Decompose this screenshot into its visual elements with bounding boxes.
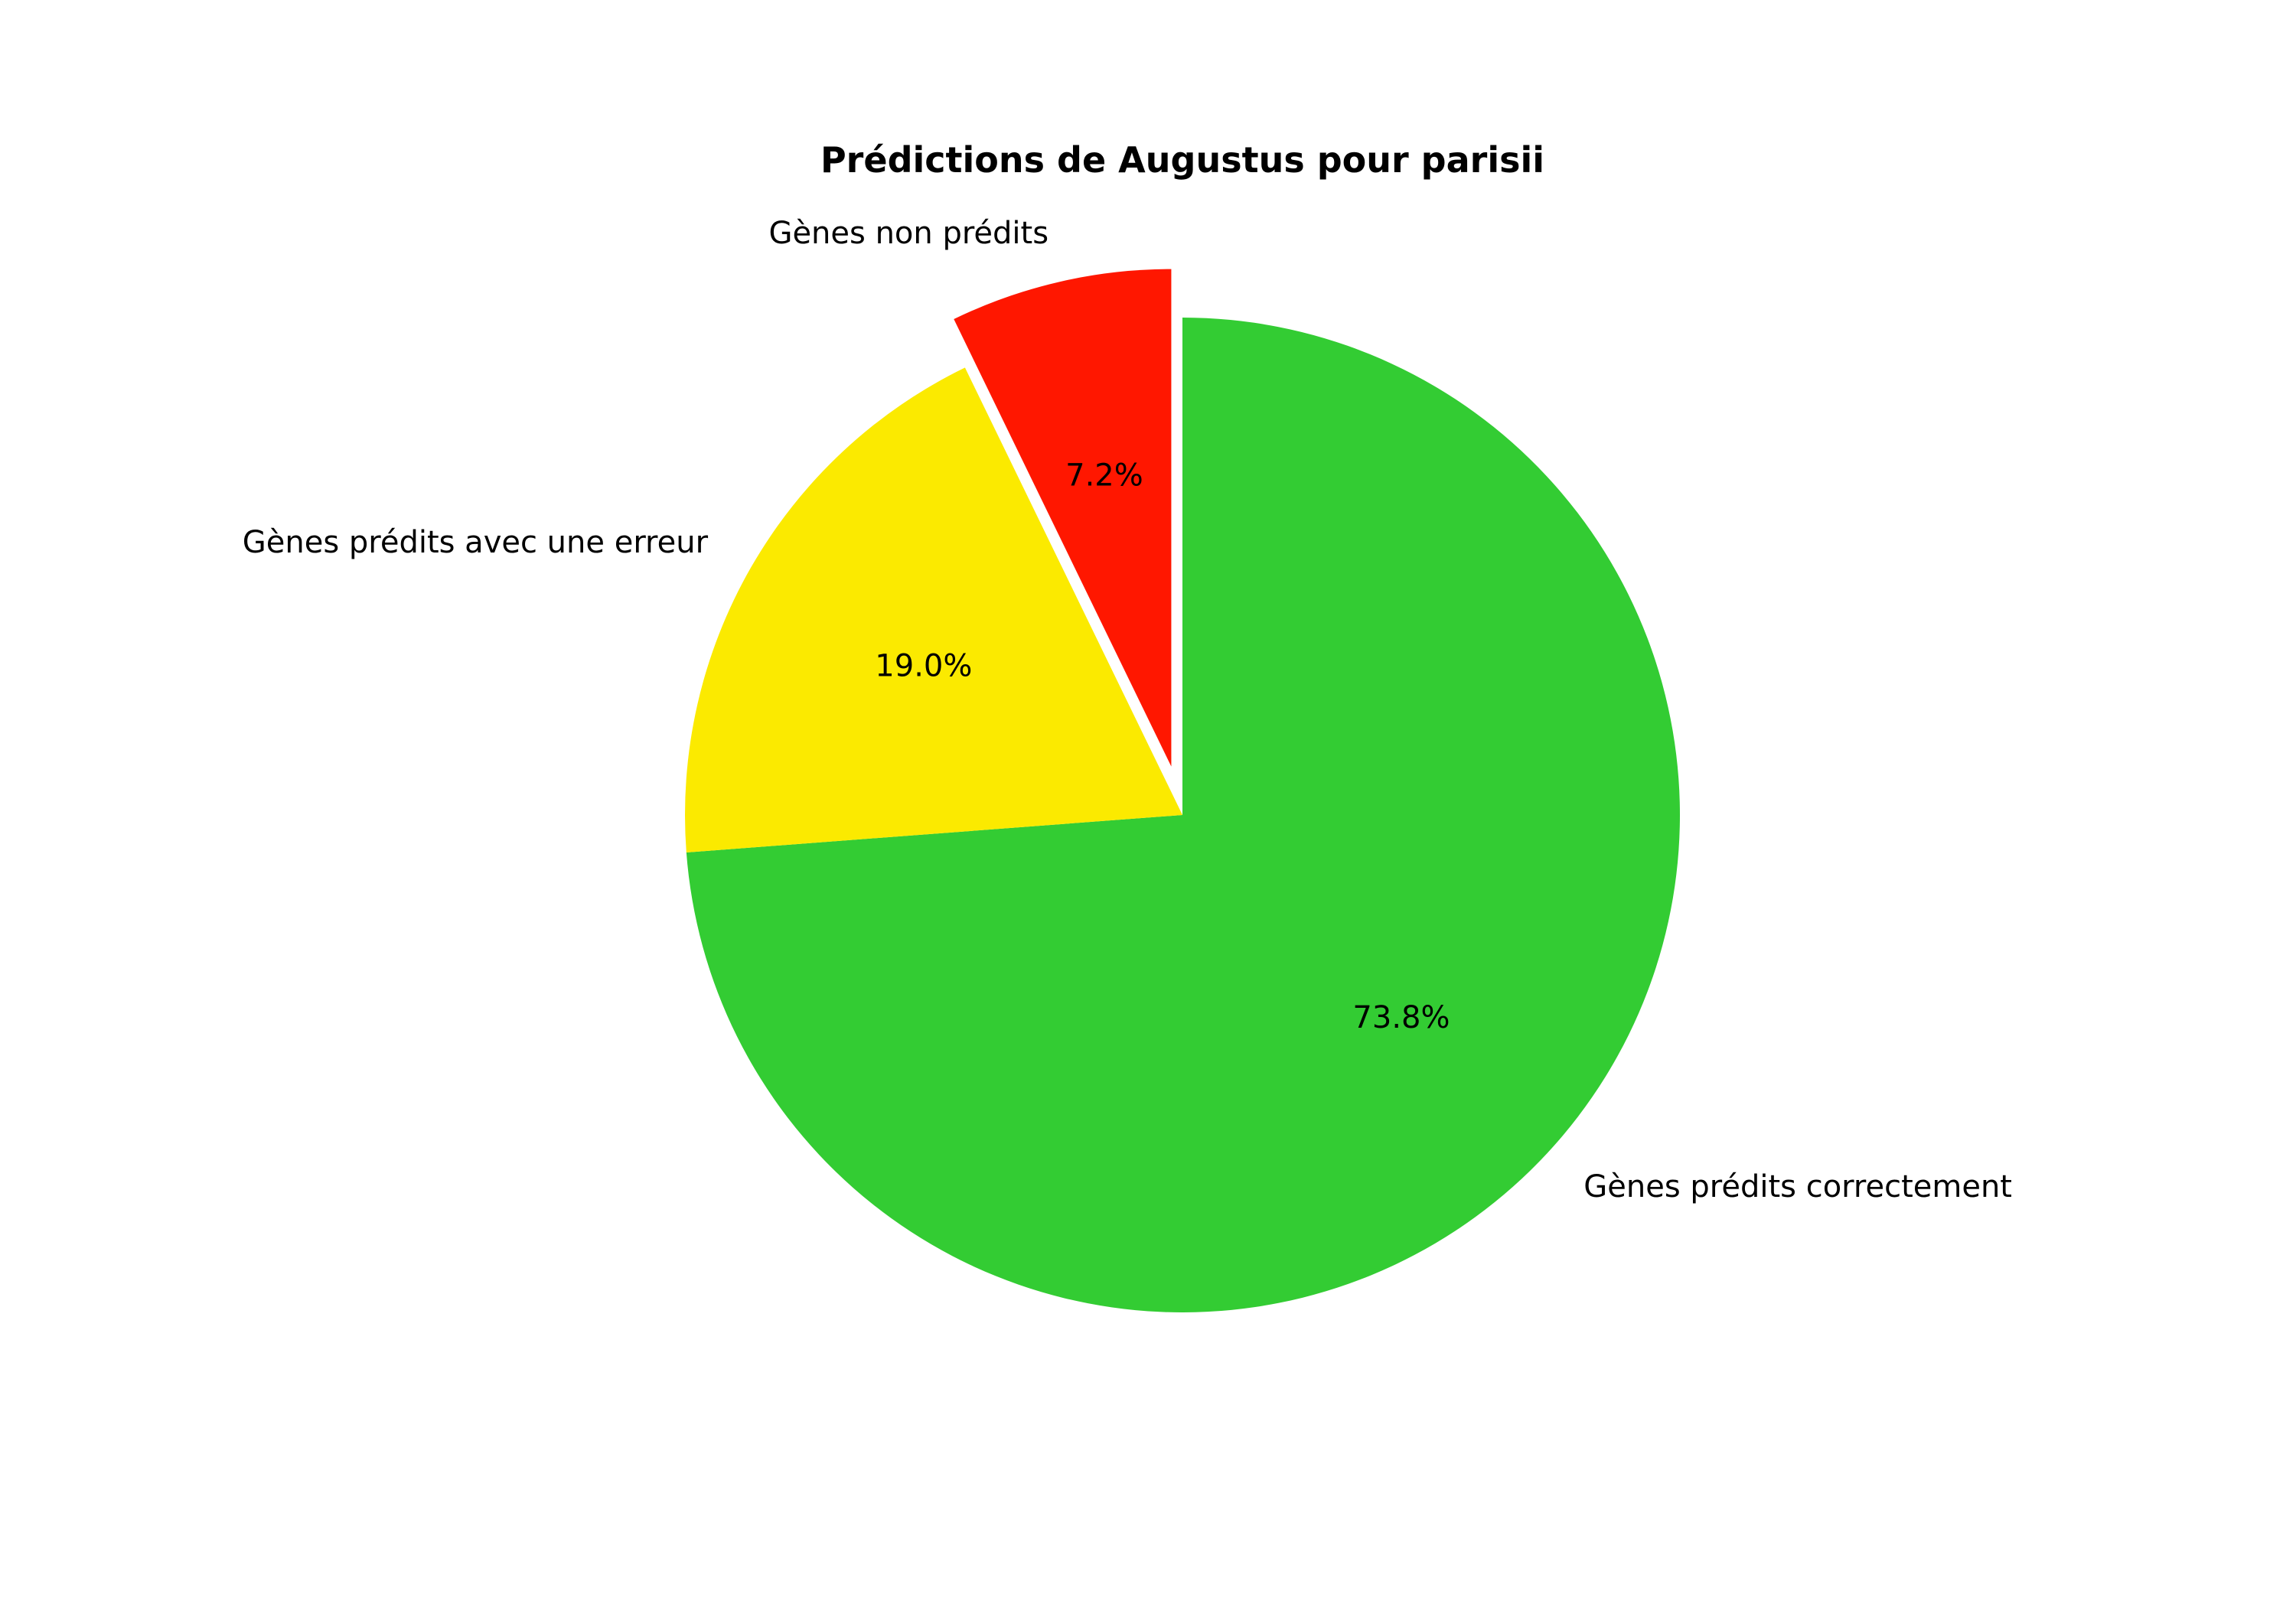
slice-label-genes-predits-avec-une-erreur: Gènes prédits avec une erreur [243, 525, 709, 560]
slice-label-genes-predits-correctement: Gènes prédits correctement [1583, 1169, 2012, 1204]
chart-title: Prédictions de Augustus pour parisii [820, 139, 1544, 181]
pie-slices [685, 269, 1681, 1312]
pie-slice-genes-predits-correctement [686, 318, 1681, 1312]
pct-label-genes-non-predits: 7.2% [1065, 458, 1143, 494]
slice-label-genes-non-predits: Gènes non prédits [768, 216, 1049, 251]
pie-slice-genes-predits-avec-une-erreur [685, 367, 1182, 852]
pie-category-labels: Gènes prédits correctement Gènes prédits … [243, 216, 2012, 1204]
pie-slice-genes-non-predits [954, 269, 1172, 767]
pct-label-genes-predits-correctement: 73.8% [1352, 1000, 1450, 1035]
pie-percentage-labels: 73.8% 19.0% 7.2% [875, 458, 1450, 1036]
pct-label-genes-predits-avec-une-erreur: 19.0% [875, 649, 972, 684]
